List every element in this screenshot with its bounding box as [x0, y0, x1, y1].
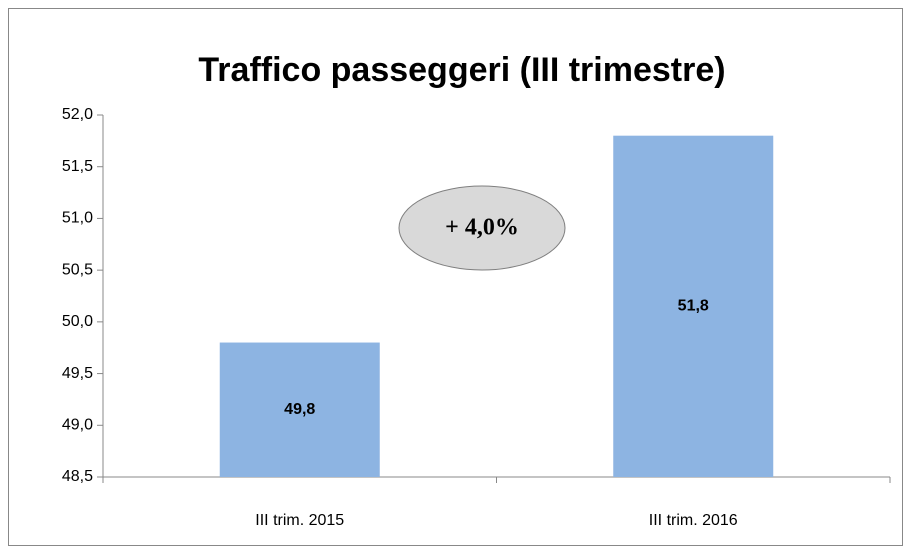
x-tick-label: III trim. 2016: [649, 512, 738, 529]
annotation: + 4,0%: [445, 215, 519, 241]
y-tick-label: 52,0: [62, 106, 93, 123]
y-tick-label: 50,0: [62, 313, 93, 330]
y-tick-label: 48,5: [62, 468, 93, 485]
x-tick-label: III trim. 2015: [255, 512, 344, 529]
chart-title: Traffico passeggeri (III trimestre): [198, 51, 725, 89]
y-tick-label: 49,5: [62, 365, 93, 382]
data-label: 51,8: [678, 298, 709, 315]
y-tick-label: 49,0: [62, 417, 93, 434]
y-tick-label: 51,5: [62, 158, 93, 175]
y-tick-label: 50,5: [62, 261, 93, 278]
bar: [219, 342, 380, 477]
data-label: 49,8: [284, 401, 315, 418]
bar: [613, 135, 774, 477]
annotation-bubble: [398, 185, 566, 271]
y-tick-label: 51,0: [62, 210, 93, 227]
